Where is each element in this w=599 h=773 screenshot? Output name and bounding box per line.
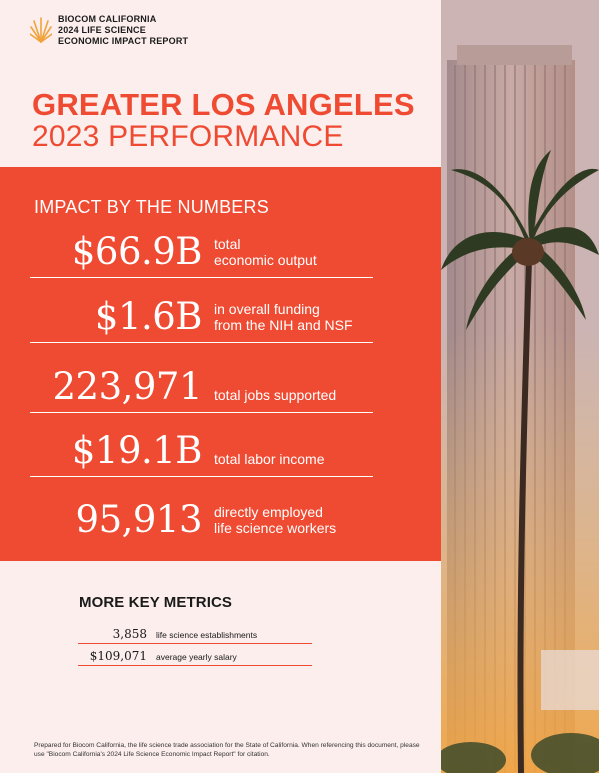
- sunburst-logo-icon: [30, 17, 52, 43]
- stat-value: $19.1B: [71, 429, 203, 472]
- logo-line-2: 2024 LIFE SCIENCE: [58, 25, 146, 35]
- page-subtitle: 2023 PERFORMANCE: [32, 120, 344, 153]
- metric-average-salary: $109,071 average yearly salary: [78, 646, 312, 666]
- logo-text: BIOCOM CALIFORNIA 2024 LIFE SCIENCE ECON…: [58, 14, 188, 47]
- metric-label: average yearly salary: [156, 652, 237, 662]
- stat-label-line: in overall funding: [214, 301, 320, 317]
- metric-value: $109,071: [89, 649, 147, 663]
- stat-value: 95,913: [75, 498, 203, 541]
- stat-label-line: life science workers: [214, 520, 337, 536]
- page-title: GREATER LOS ANGELES: [32, 87, 415, 122]
- impact-title: IMPACT BY THE NUMBERS: [34, 197, 269, 217]
- stat-economic-output: $66.9B total economic output: [30, 230, 373, 278]
- building-palm-illustration: [441, 0, 599, 773]
- stat-label: total labor income: [214, 451, 325, 467]
- stat-nih-nsf-funding: $1.6B in overall funding from the NIH an…: [30, 293, 373, 343]
- stat-labor-income: $19.1B total labor income: [30, 427, 373, 477]
- stat-label: directly employed life science workers: [214, 504, 336, 536]
- stat-label: total jobs supported: [214, 387, 336, 403]
- stat-label-line: from the NIH and NSF: [214, 317, 353, 333]
- metric-label: life science establishments: [156, 630, 258, 640]
- stat-label-line: economic output: [214, 252, 317, 268]
- impact-panel: IMPACT BY THE NUMBERS $66.9B total econo…: [0, 167, 441, 561]
- stat-label-line: total: [214, 236, 241, 252]
- cover-photo: [441, 0, 599, 773]
- stat-label: in overall funding from the NIH and NSF: [214, 301, 353, 333]
- logo-line-3: ECONOMIC IMPACT REPORT: [58, 36, 189, 46]
- stat-label-line: total jobs supported: [214, 387, 337, 403]
- logo-line-1: BIOCOM CALIFORNIA: [58, 14, 157, 24]
- stat-jobs-supported: 223,971 total jobs supported: [30, 363, 373, 413]
- stat-direct-employment: 95,913 directly employed life science wo…: [30, 497, 373, 545]
- metric-value: 3,858: [112, 627, 147, 641]
- stat-label: total economic output: [214, 236, 317, 268]
- biocom-logo: BIOCOM CALIFORNIA 2024 LIFE SCIENCE ECON…: [30, 14, 188, 47]
- stat-label-line: directly employed: [214, 504, 323, 520]
- stat-label-line: total labor income: [214, 451, 325, 467]
- metric-establishments: 3,858 life science establishments: [78, 624, 312, 644]
- stat-value: $1.6B: [94, 295, 203, 338]
- citation-note: Prepared for Biocom California, the life…: [34, 742, 420, 758]
- more-metrics-title: MORE KEY METRICS: [79, 594, 233, 611]
- stat-value: $66.9B: [71, 230, 203, 273]
- stat-value: 223,971: [52, 365, 202, 408]
